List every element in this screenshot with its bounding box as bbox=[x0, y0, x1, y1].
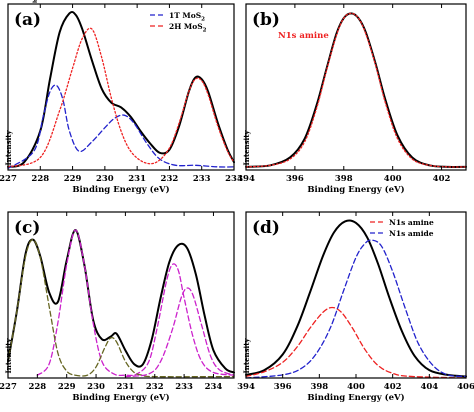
x-axis-label: Binding Energy (eV) bbox=[307, 184, 404, 195]
x-axis-label: Binding Energy (eV) bbox=[72, 184, 169, 195]
x-tick-label: 233 bbox=[175, 382, 193, 392]
panel-b: 394 396 398 400 402 Binding Energy (eV) Intens… bbox=[237, 3, 467, 195]
x-tick-label: 406 bbox=[457, 382, 474, 392]
x-tick-label: 402 bbox=[433, 174, 451, 184]
plot-frame bbox=[245, 3, 467, 171]
x-axis-label: Binding Energy (eV) bbox=[307, 392, 404, 403]
legend-label: 2H MoS2 bbox=[0, 0, 38, 5]
legend-label: Mo-O bbox=[0, 0, 23, 2]
series-line-1 bbox=[245, 12, 467, 168]
x-tick-label: 400 bbox=[384, 174, 402, 184]
x-tick-label: 234 bbox=[205, 382, 223, 392]
x-tick-label: 398 bbox=[310, 382, 328, 392]
panel-label: (b) bbox=[252, 10, 280, 30]
panel-c: 227 228 229 230 231 232 233 234 Binding Energy (… bbox=[0, 0, 235, 403]
series-line-0 bbox=[7, 10, 235, 168]
legend-label: N1s amine bbox=[389, 218, 434, 227]
x-tick-label: 228 bbox=[31, 174, 49, 184]
panel-label: (d) bbox=[252, 218, 280, 238]
x-tick-label: 230 bbox=[87, 382, 105, 392]
series-line-2 bbox=[245, 239, 467, 379]
legend-label: 2H MoS2 bbox=[169, 22, 207, 34]
panel-label: (a) bbox=[14, 10, 41, 30]
series-line-1 bbox=[7, 84, 235, 170]
x-tick-label: 396 bbox=[274, 382, 292, 392]
series-line-2 bbox=[7, 239, 235, 378]
series-line-2 bbox=[7, 27, 235, 168]
plot-frame bbox=[7, 211, 235, 379]
x-tick-label: 227 bbox=[0, 382, 17, 392]
legend-label: N1s amide bbox=[389, 229, 434, 238]
y-axis-label: Intensity bbox=[4, 130, 13, 166]
x-tick-label: 230 bbox=[96, 174, 114, 184]
x-tick-label: 394 bbox=[237, 174, 255, 184]
x-tick-label: 394 bbox=[237, 382, 255, 392]
legend-label: 1T MoS2 bbox=[169, 11, 205, 23]
panel-d: 394 396 398 400 402 404 406 Binding Energy (eV)… bbox=[237, 211, 474, 403]
x-tick-label: 404 bbox=[420, 382, 438, 392]
legend-label: 1T MoS2 bbox=[0, 0, 36, 5]
y-axis-label: Intensity bbox=[242, 130, 251, 166]
y-axis-label: Intensity bbox=[4, 338, 13, 374]
series-line-1 bbox=[36, 229, 235, 377]
x-tick-label: 232 bbox=[146, 382, 164, 392]
panel-a: 227 228 229 230 231 232 233 234 Binding Energy (… bbox=[0, 3, 243, 195]
x-tick-label: 229 bbox=[64, 174, 82, 184]
x-tick-label: 233 bbox=[193, 174, 211, 184]
x-tick-label: 229 bbox=[58, 382, 76, 392]
series-line-3 bbox=[124, 287, 235, 378]
x-tick-label: 402 bbox=[384, 382, 402, 392]
x-tick-label: 232 bbox=[161, 174, 179, 184]
x-tick-label: 227 bbox=[0, 174, 17, 184]
series-line-1 bbox=[245, 306, 467, 379]
x-tick-label: 396 bbox=[286, 174, 304, 184]
x-tick-label: 398 bbox=[335, 174, 353, 184]
series-line-0 bbox=[245, 219, 467, 378]
x-tick-label: 228 bbox=[28, 382, 46, 392]
x-tick-label: 400 bbox=[347, 382, 365, 392]
series-annotation: N1s amine bbox=[278, 31, 329, 41]
panel-label: (c) bbox=[14, 218, 40, 238]
y-axis-label: Intensity bbox=[242, 338, 251, 374]
x-tick-label: 231 bbox=[117, 382, 135, 392]
x-tick-label: 231 bbox=[128, 174, 146, 184]
x-tick-label: 234 bbox=[225, 174, 243, 184]
x-axis-label: Binding Energy (eV) bbox=[72, 392, 169, 403]
plot-frame bbox=[7, 3, 235, 171]
